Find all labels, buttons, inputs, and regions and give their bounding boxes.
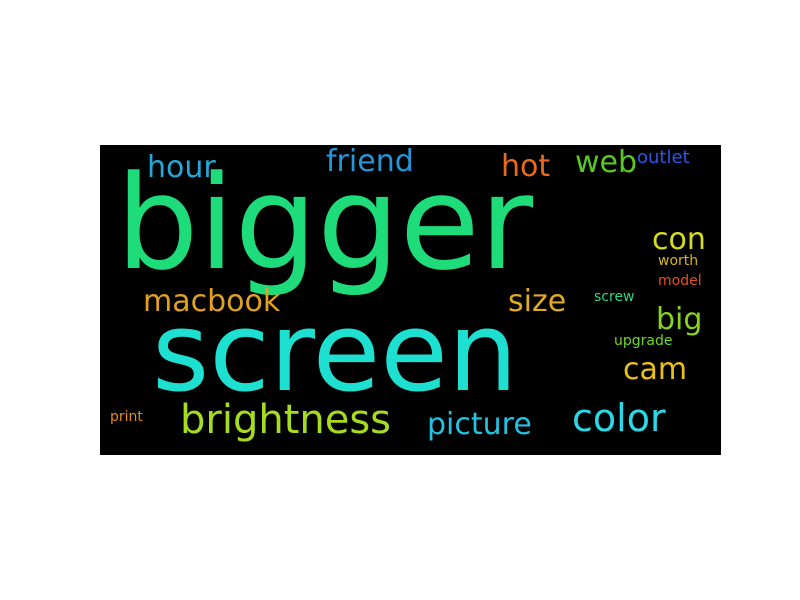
word-size: size: [508, 284, 567, 319]
word-upgrade: upgrade: [614, 333, 673, 349]
word-hour: hour: [147, 150, 216, 185]
word-friend: friend: [326, 145, 414, 179]
word-picture: picture: [427, 407, 532, 442]
word-outlet: outlet: [637, 147, 690, 168]
word-screw: screw: [594, 289, 635, 305]
word-worth: worth: [658, 253, 699, 269]
word-hot: hot: [501, 149, 551, 184]
word-web: web: [575, 145, 638, 180]
word-big: big: [656, 302, 703, 337]
word-macbook: macbook: [143, 284, 281, 319]
word-con: con: [652, 222, 706, 257]
word-model: model: [658, 273, 702, 289]
word-color: color: [572, 396, 666, 440]
word-bigger: bigger: [116, 147, 534, 299]
word-brightness: brightness: [180, 397, 392, 443]
word-cloud: bigger screen brightness picture color m…: [100, 145, 721, 455]
word-print: print: [110, 409, 143, 425]
word-screen: screen: [152, 288, 518, 416]
word-cam: cam: [623, 352, 688, 387]
